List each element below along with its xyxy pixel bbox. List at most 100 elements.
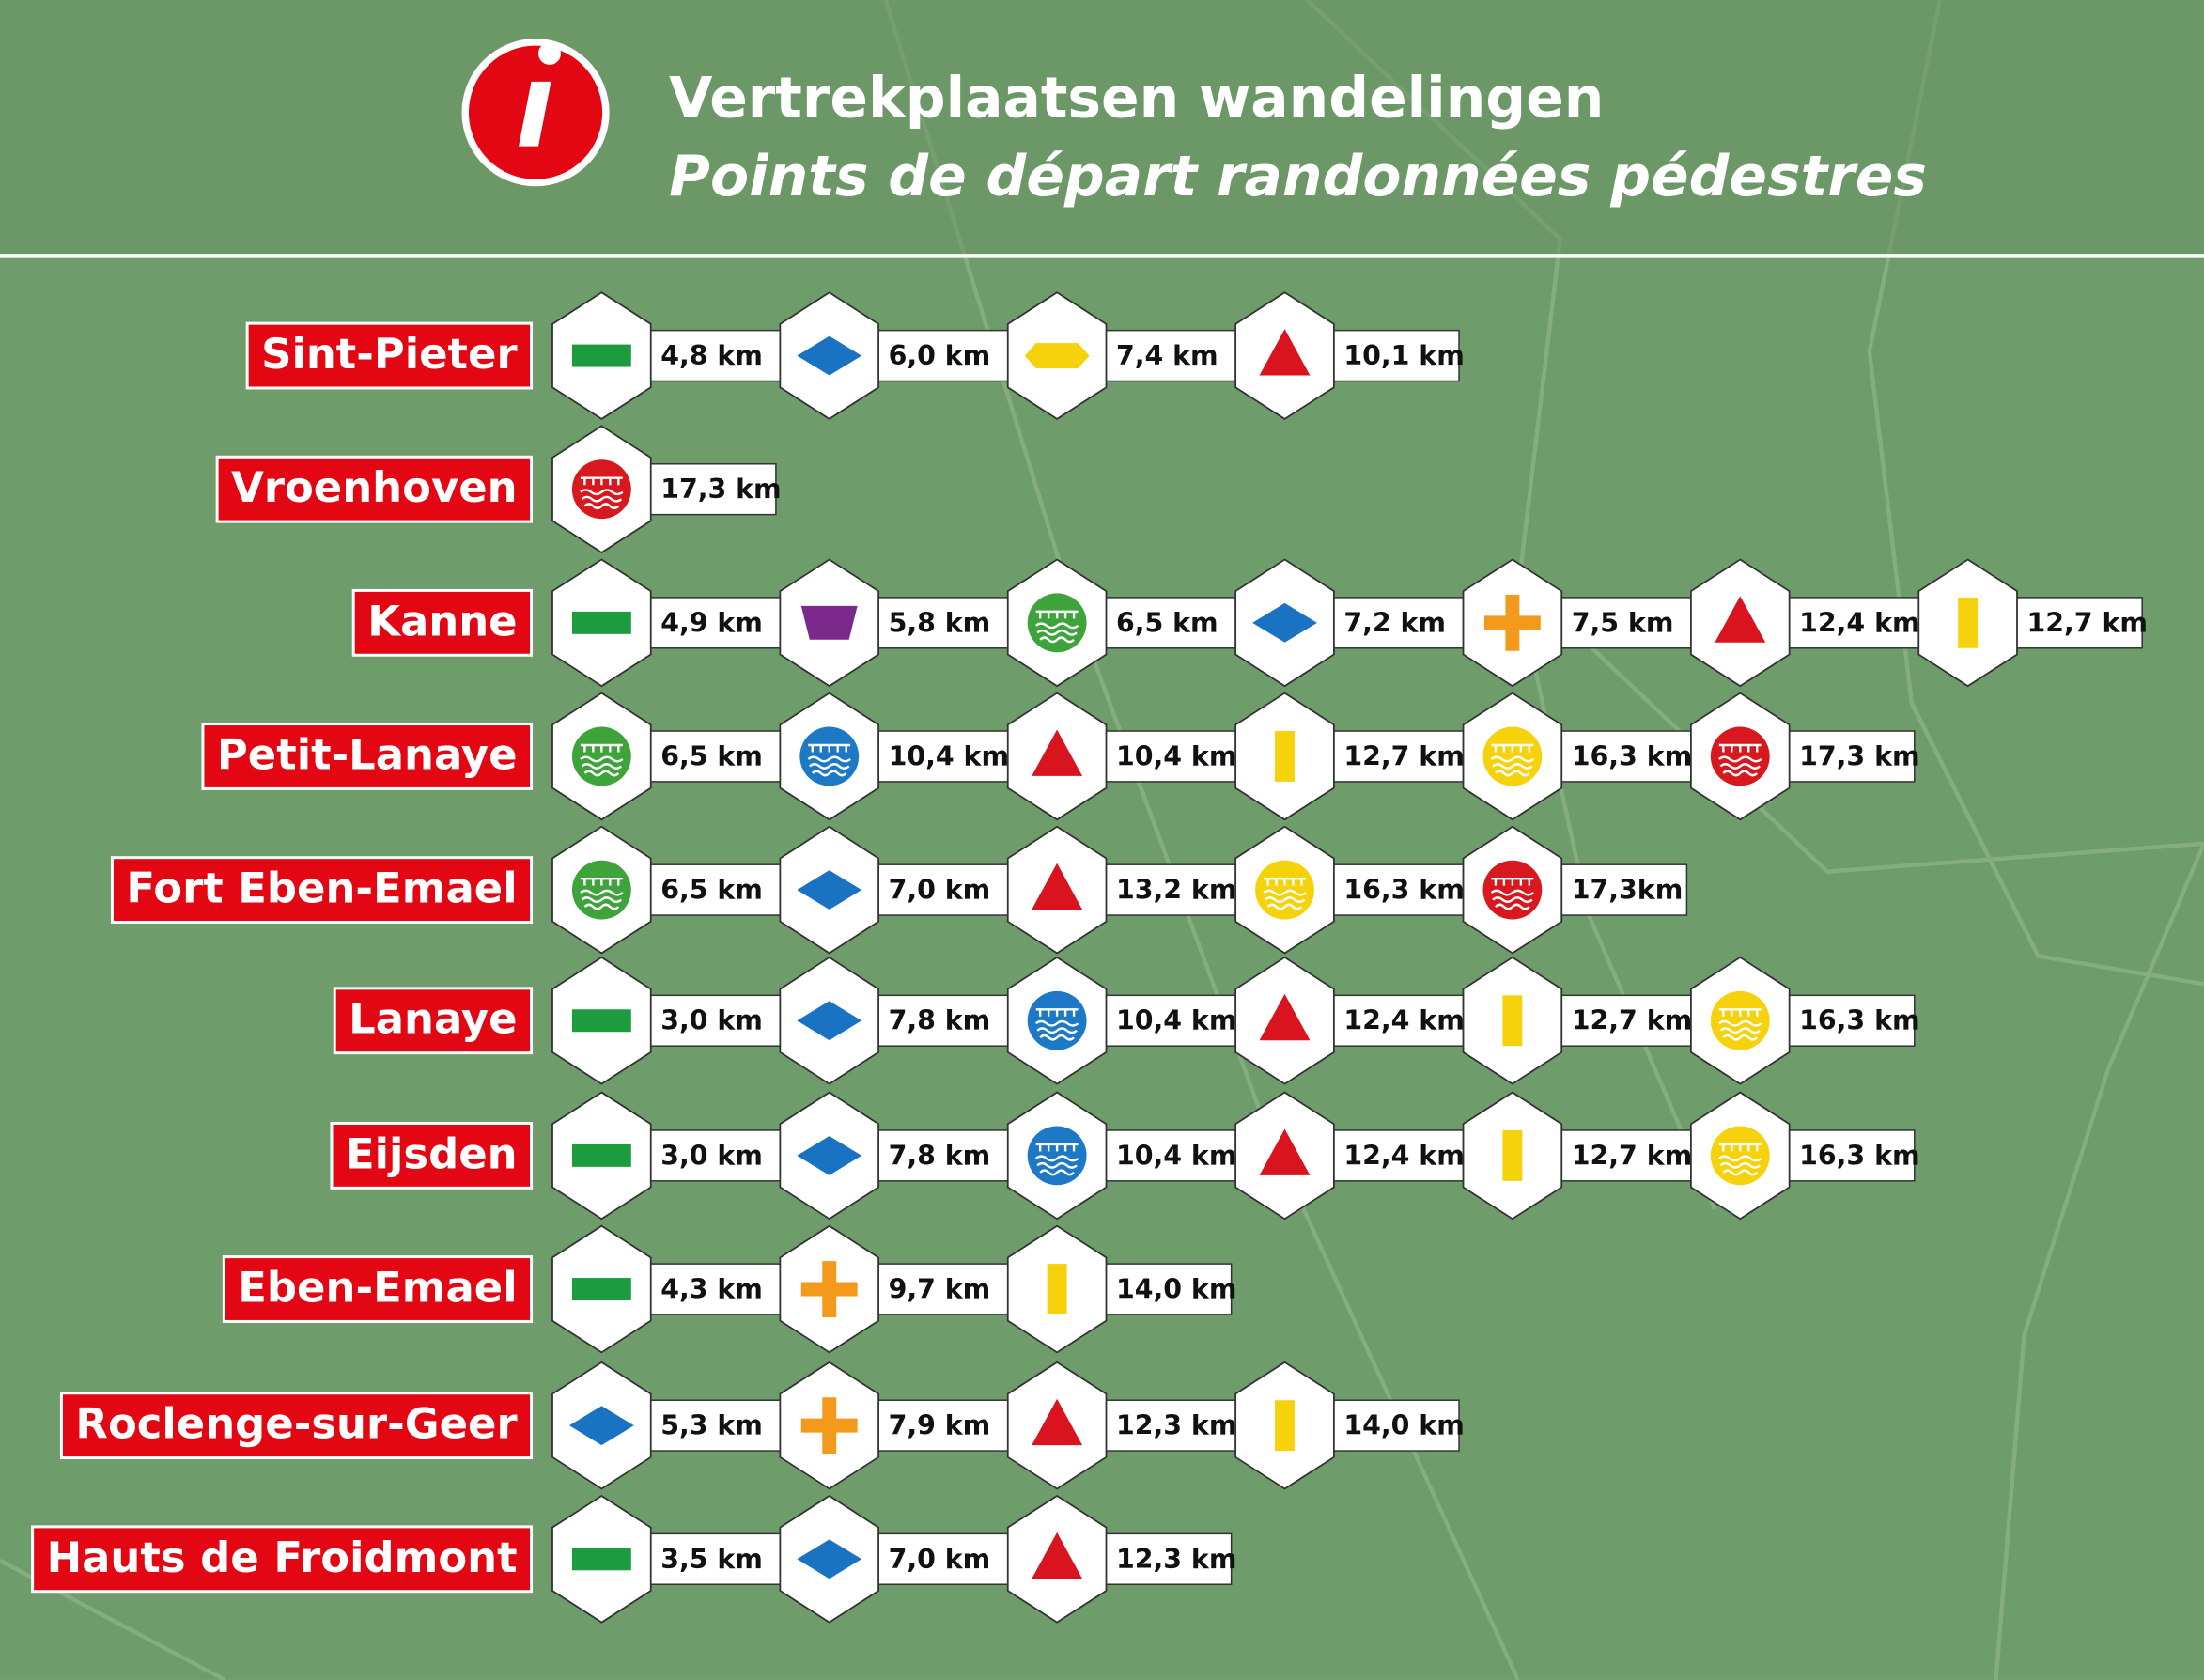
route-symbol [1255, 860, 1314, 920]
symbol-disc [1255, 860, 1314, 920]
route-symbol [1032, 729, 1083, 776]
route-symbol [1710, 990, 1770, 1050]
distance: 12,7 km [1343, 740, 1464, 771]
distance: 6,0 km [889, 340, 991, 371]
symbol-disc [1482, 860, 1543, 920]
info-glyph [519, 41, 561, 147]
distance: 12,4 km [1799, 607, 1919, 638]
distance: 7,8 km [889, 1140, 991, 1171]
route-row: Kanne 4,9 km 5,8 km 6,5 km 7,2 km 7,5 km 12,4 … [351, 558, 2148, 688]
route-table: Sint-Pieter 4,8 km 6,0 km 7,4 km 10,1 km Vroe… [31, 291, 2148, 1624]
route-symbol [800, 1397, 858, 1454]
distance: 3,5 km [660, 1544, 763, 1575]
place-label: Lanaye [349, 994, 517, 1044]
distance: 10,4 km [1116, 740, 1236, 771]
distance: 10,4 km [1116, 1005, 1236, 1036]
route-symbol [571, 459, 631, 520]
route-symbol [571, 1548, 631, 1571]
route-symbol [1958, 597, 1979, 648]
distance: 4,8 km [660, 340, 763, 371]
distance: 10,1 km [1343, 340, 1464, 371]
route-symbol [1482, 726, 1543, 786]
route-symbol [797, 1539, 862, 1579]
distance: 4,3 km [660, 1274, 763, 1305]
distance: 12,7 km [2026, 607, 2147, 638]
place-label: Fort Eben-Emael [126, 863, 517, 913]
distance: 12,4 km [1343, 1005, 1464, 1036]
header-band [0, 0, 2204, 257]
place-label: Eben-Emael [238, 1263, 517, 1313]
symbol-bridge [1034, 1008, 1079, 1041]
route-row: Petit-Lanaye 6,5 km 10,4 km 10,4 km 12,7 km 1… [201, 692, 1920, 821]
route-row: Roclenge-sur-Geer 5,3 km 7,9 km 12,3 km 14,0… [59, 1361, 1465, 1490]
route-symbol [571, 1143, 631, 1167]
place-label: Hauts de Froidmont [47, 1532, 518, 1582]
place-label-box [31, 1525, 534, 1594]
symbol-disc [1710, 726, 1770, 786]
route-symbol [1252, 602, 1317, 643]
distance: 16,3 km [1799, 1140, 1919, 1171]
distance: 4,9 km [660, 607, 763, 638]
distance: 7,4 km [1116, 340, 1218, 371]
route-row: Hauts de Froidmont 3,5 km 7,0 km 12,3 km [31, 1494, 1236, 1624]
distance: 7,0 km [889, 1544, 991, 1575]
route-symbol [1482, 860, 1543, 920]
distance: 6,5 km [1116, 607, 1218, 638]
symbol-disc [1710, 1126, 1770, 1186]
distance: 14,0 km [1343, 1410, 1464, 1441]
route-symbol [1710, 1126, 1770, 1186]
route-symbol [1027, 990, 1087, 1050]
route-row: Sint-Pieter 4,8 km 6,0 km 7,4 km 10,1 km [245, 291, 1465, 420]
route-row: Vroenhoven 17,3 km [215, 425, 782, 554]
symbol-bridge [580, 877, 624, 910]
route-symbol [1259, 1128, 1311, 1175]
symbol-bridge [807, 743, 851, 777]
distance: 12,4 km [1343, 1140, 1464, 1171]
distance: 16,3 km [1343, 875, 1464, 906]
route-symbol [571, 1278, 631, 1300]
place-label-box [222, 1255, 534, 1323]
symbol-disc [571, 459, 631, 520]
route-symbol [571, 1009, 631, 1033]
distance: 3,0 km [660, 1005, 763, 1036]
distance: 16,3 km [1799, 1005, 1919, 1036]
symbol-bridge [1718, 1008, 1762, 1041]
symbol-disc [1027, 990, 1087, 1050]
route-symbol [1032, 863, 1083, 910]
distance: 7,5 km [1572, 607, 1674, 638]
distance: 7,8 km [889, 1005, 991, 1036]
place-label-box [330, 1121, 534, 1190]
distance: 7,0 km [889, 875, 991, 906]
symbol-bridge [580, 743, 624, 777]
symbol-bridge [1034, 610, 1079, 644]
place-label: Kanne [367, 596, 517, 646]
symbol-disc [1482, 726, 1543, 786]
distance: 7,9 km [889, 1410, 991, 1441]
route-symbol [797, 1135, 862, 1175]
symbol-bridge [1490, 877, 1535, 910]
route-symbol [1259, 993, 1311, 1041]
route-symbol [1715, 596, 1766, 643]
distance: 6,5 km [660, 875, 763, 906]
route-symbol [568, 1406, 634, 1446]
place-label: Petit-Lanaye [217, 729, 518, 779]
distance: 9,7 km [889, 1274, 991, 1305]
route-symbol [1047, 1264, 1067, 1314]
place-label: Roclenge-sur-Geer [75, 1399, 517, 1449]
place-label-box [351, 588, 534, 657]
route-symbol [1032, 1532, 1083, 1579]
symbol-disc [1027, 593, 1087, 653]
distance: 12,7 km [1572, 1140, 1692, 1171]
route-row: Eben-Emael 4,3 km 9,7 km 14,0 km [222, 1224, 1236, 1354]
route-symbol [800, 605, 858, 640]
place-label: Eijsden [346, 1128, 518, 1178]
symbol-bridge [1718, 743, 1762, 777]
symbol-bridge [580, 476, 624, 510]
place-label-box [59, 1392, 534, 1460]
route-symbol [571, 344, 631, 367]
route-symbol [1024, 343, 1090, 369]
place-label-box [245, 321, 534, 390]
symbol-disc [571, 860, 631, 920]
route-symbol [1275, 1400, 1295, 1452]
